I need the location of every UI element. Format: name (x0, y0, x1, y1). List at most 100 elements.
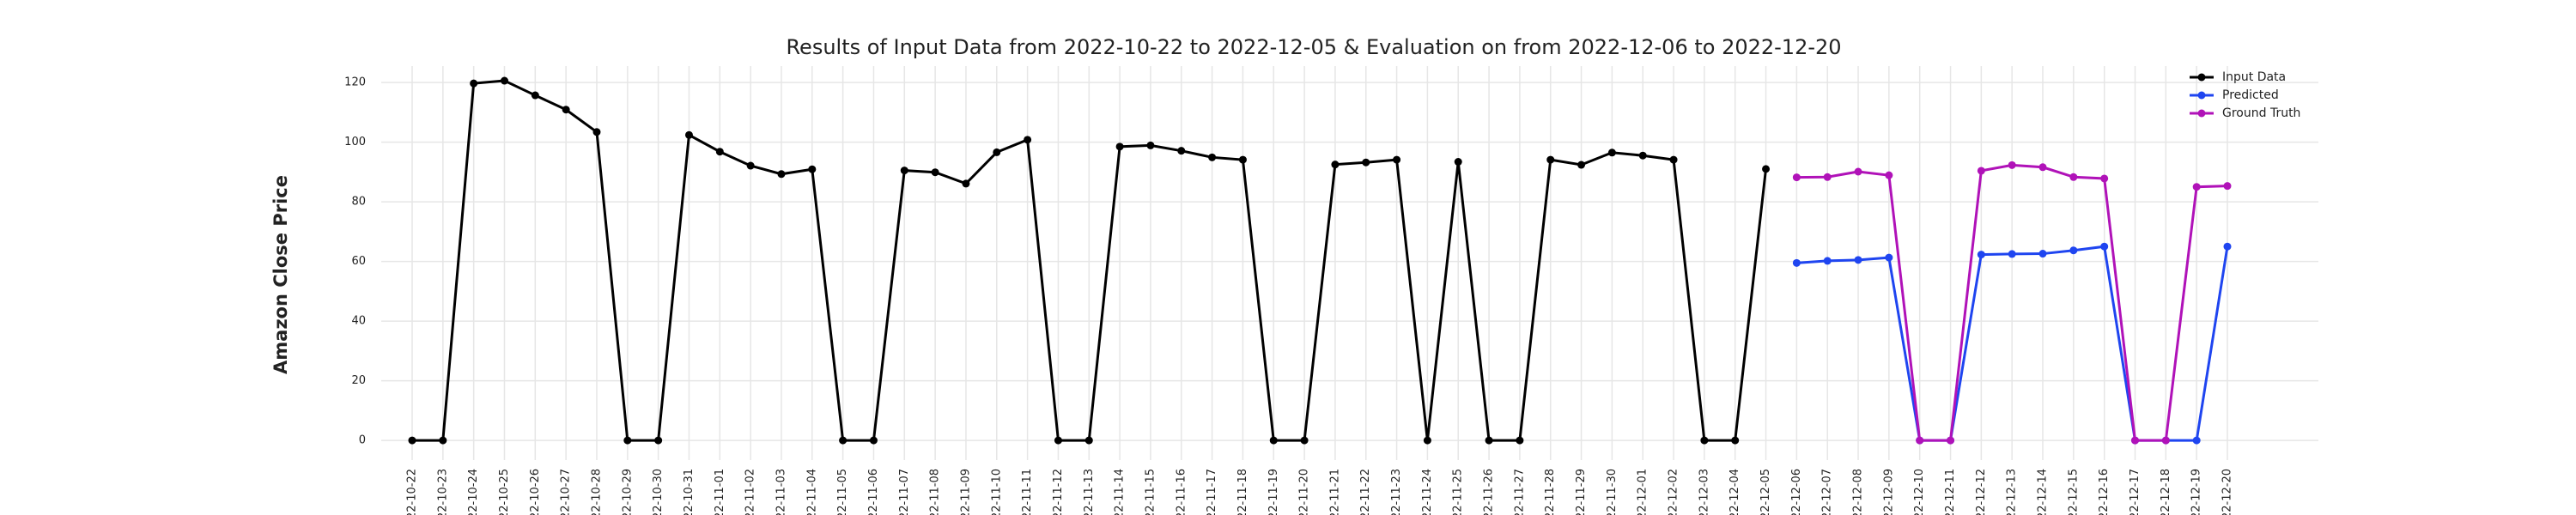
x-tick-label: 2022-12-06 (1790, 469, 1803, 515)
y-tick-label: 0 (359, 434, 366, 447)
data-point (531, 91, 539, 100)
data-point (500, 76, 508, 85)
x-tick-label: 2022-11-20 (1298, 469, 1311, 515)
data-point (2223, 182, 2232, 191)
data-point (2100, 174, 2109, 183)
data-point (1454, 158, 1462, 167)
legend-marker (2197, 109, 2206, 118)
x-tick-label: 2022-11-17 (1206, 469, 1218, 515)
x-tick-label: 2022-11-22 (1359, 469, 1372, 515)
data-point (900, 167, 908, 175)
data-point (2038, 163, 2047, 172)
x-tick-label: 2022-10-26 (529, 469, 542, 515)
x-tick-label: 2022-11-01 (714, 469, 726, 515)
y-tick-label: 60 (351, 255, 366, 268)
data-point (562, 106, 570, 114)
data-point (2161, 436, 2170, 445)
x-tick-label: 2022-11-13 (1083, 469, 1096, 515)
data-point (1208, 153, 1217, 161)
x-tick-label: 2022-10-25 (498, 469, 511, 515)
x-tick-label: 2022-10-31 (683, 469, 696, 515)
x-tick-label: 2022-12-01 (1637, 469, 1649, 515)
x-tick-label: 2022-12-05 (1759, 469, 1772, 515)
x-tick-label: 2022-12-16 (2098, 469, 2111, 515)
x-tick-label: 2022-11-07 (898, 469, 911, 515)
data-point (623, 436, 632, 445)
x-tick-label: 2022-11-02 (744, 469, 757, 515)
data-point (470, 79, 478, 88)
x-tick-label: 2022-11-19 (1267, 469, 1280, 515)
data-point (808, 165, 817, 173)
x-tick-label: 2022-12-13 (2006, 469, 2019, 515)
x-tick-label: 2022-11-10 (990, 469, 1003, 515)
data-point (1947, 436, 1955, 445)
legend-label: Ground Truth (2222, 106, 2300, 120)
x-tick-label: 2022-12-14 (2037, 469, 2050, 515)
data-point (1669, 155, 1678, 164)
x-tick-label: 2022-11-18 (1236, 469, 1249, 515)
data-point (1024, 136, 1032, 144)
data-point (2069, 246, 2078, 255)
data-point (2038, 250, 2047, 258)
x-tick-label: 2022-11-16 (1175, 469, 1188, 515)
x-tick-label: 2022-10-22 (406, 469, 419, 515)
data-point (1823, 257, 1832, 265)
x-tick-label: 2022-11-09 (959, 469, 972, 515)
data-point (439, 436, 447, 445)
data-point (2008, 250, 2016, 258)
data-point (2192, 183, 2201, 191)
data-point (962, 179, 970, 188)
x-tick-label: 2022-11-24 (1421, 469, 1434, 515)
data-point (2069, 173, 2078, 181)
y-tick-label: 80 (351, 196, 366, 209)
data-point (1977, 251, 1985, 259)
x-tick-label: 2022-11-14 (1114, 469, 1127, 515)
legend-label: Predicted (2222, 88, 2279, 102)
chart-title: Results of Input Data from 2022-10-22 to… (786, 35, 1841, 59)
x-tick-label: 2022-11-29 (1575, 469, 1588, 515)
x-tick-label: 2022-11-06 (867, 469, 880, 515)
data-point (408, 436, 416, 445)
data-point (1916, 436, 1924, 445)
x-tick-label: 2022-11-30 (1606, 469, 1619, 515)
data-point (1792, 258, 1801, 267)
data-point (1854, 256, 1862, 264)
data-point (1393, 155, 1401, 164)
x-tick-label: 2022-11-28 (1544, 469, 1557, 515)
x-tick-label: 2022-12-15 (2067, 469, 2080, 515)
y-tick-label: 40 (351, 315, 366, 328)
x-tick-label: 2022-12-04 (1728, 469, 1741, 515)
data-point (1516, 436, 1524, 445)
x-tick-label: 2022-12-12 (1975, 469, 1988, 515)
data-point (1362, 158, 1370, 167)
x-tick-label: 2022-12-10 (1913, 469, 1926, 515)
y-tick-label: 20 (351, 374, 366, 387)
data-point (777, 170, 786, 179)
x-tick-label: 2022-10-23 (436, 469, 449, 515)
x-tick-label: 2022-12-20 (2221, 469, 2234, 515)
x-tick-label: 2022-10-24 (467, 469, 480, 515)
x-tick-label: 2022-11-11 (1021, 469, 1034, 515)
x-tick-label: 2022-11-05 (836, 469, 849, 515)
data-point (1238, 155, 1247, 164)
x-tick-label: 2022-12-18 (2160, 469, 2172, 515)
data-point (839, 436, 848, 445)
x-tick-label: 2022-12-11 (1944, 469, 1957, 515)
legend-marker (2197, 73, 2206, 82)
x-tick-label: 2022-12-09 (1882, 469, 1895, 515)
data-point (654, 436, 663, 445)
x-tick-label: 2022-12-08 (1852, 469, 1865, 515)
data-point (869, 436, 878, 445)
data-point (2100, 242, 2109, 251)
data-point (1146, 141, 1155, 149)
data-point (1269, 436, 1278, 445)
x-tick-label: 2022-12-07 (1821, 469, 1834, 515)
legend-marker (2197, 91, 2206, 100)
x-tick-label: 2022-12-03 (1698, 469, 1710, 515)
x-tick-label: 2022-11-23 (1390, 469, 1403, 515)
x-tick-label: 2022-12-17 (2129, 469, 2142, 515)
data-point (1423, 436, 1431, 445)
data-point (1115, 142, 1124, 151)
data-point (1607, 148, 1616, 157)
